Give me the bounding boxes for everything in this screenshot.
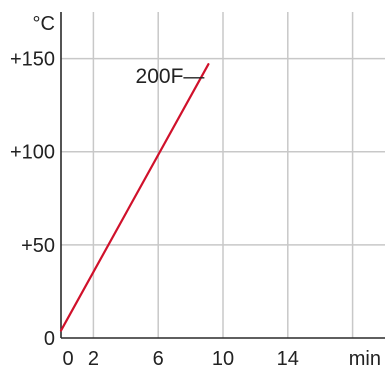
x-tick-label: 0: [62, 348, 73, 370]
series-lines: [59, 63, 210, 332]
y-tick-label: +150: [10, 49, 55, 71]
axes: [60, 12, 385, 339]
x-tick-label: 10: [212, 348, 234, 370]
grid: [61, 12, 385, 338]
series-line-0: [59, 63, 210, 332]
x-tick-label: 14: [277, 348, 299, 370]
x-unit-label: min: [349, 348, 381, 370]
series-label: 200F—: [136, 65, 205, 88]
y-tick-label: 0: [44, 328, 55, 350]
x-tick-label: 6: [153, 348, 164, 370]
y-tick-label: +100: [10, 142, 55, 164]
x-tick-label: 2: [88, 348, 99, 370]
y-unit-label: °C: [33, 13, 55, 35]
y-tick-label: +50: [21, 235, 55, 257]
